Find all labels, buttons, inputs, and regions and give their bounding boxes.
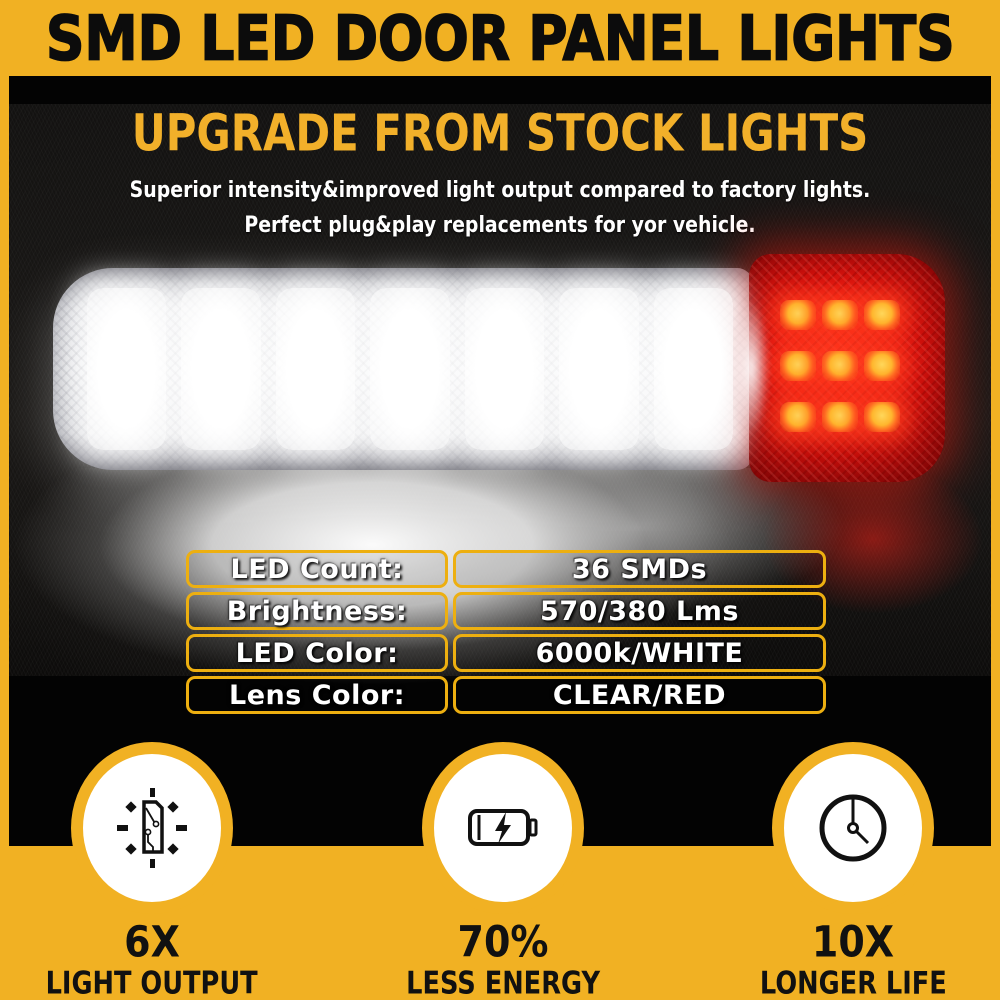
upgrade-heading: UPGRADE FROM STOCK LIGHTS bbox=[131, 103, 869, 163]
surface-glow bbox=[9, 468, 991, 764]
spec-led-count-value: 36 SMDs bbox=[453, 550, 826, 588]
red-led-dot bbox=[864, 300, 900, 331]
red-led-grid bbox=[777, 290, 903, 442]
red-led-dot bbox=[822, 350, 858, 381]
spec-brightness-label: Brightness: bbox=[186, 592, 448, 630]
feature-label: LIGHT OUTPUT bbox=[45, 965, 259, 1000]
led-segment bbox=[559, 288, 639, 450]
led-segment bbox=[464, 288, 545, 450]
feature-less-energy: 70% LESS ENERGY bbox=[343, 742, 663, 1000]
spec-led-color-value: 6000k/WHITE bbox=[453, 634, 826, 672]
led-segment bbox=[275, 288, 356, 450]
feature-label: LONGER LIFE bbox=[759, 965, 947, 1000]
feature-value: 6X bbox=[124, 917, 180, 967]
feature-label: LESS ENERGY bbox=[406, 965, 600, 1000]
white-lens-section bbox=[53, 268, 753, 470]
spec-table: LED Count: 36 SMDs Brightness: 570/380 L… bbox=[186, 550, 826, 714]
spec-led-count-label: LED Count: bbox=[186, 550, 448, 588]
led-segment bbox=[87, 288, 167, 450]
description: Superior intensity&improved light output… bbox=[88, 173, 913, 243]
spec-lens-color-label: Lens Color: bbox=[186, 676, 448, 714]
red-lens-section bbox=[749, 254, 945, 482]
feature-value: 10X bbox=[811, 917, 895, 967]
battery-icon bbox=[461, 786, 545, 870]
feature-medallion bbox=[422, 742, 584, 914]
lens-junction-glow bbox=[725, 274, 777, 462]
spec-lens-color-value: CLEAR/RED bbox=[453, 676, 826, 714]
header-band: SMD LED DOOR PANEL LIGHTS bbox=[0, 0, 1000, 76]
red-led-dot bbox=[780, 401, 816, 432]
feature-medallion bbox=[772, 742, 934, 914]
white-led-segments bbox=[87, 288, 733, 450]
red-led-dot bbox=[822, 401, 858, 432]
led-segment bbox=[370, 288, 450, 450]
led-light-icon bbox=[110, 786, 194, 870]
led-segment bbox=[181, 288, 261, 450]
led-segment bbox=[653, 288, 733, 450]
description-line-1: Superior intensity&improved light output… bbox=[129, 177, 871, 203]
red-led-dot bbox=[864, 401, 900, 432]
content-frame: UPGRADE FROM STOCK LIGHTS Superior inten… bbox=[9, 76, 991, 846]
spec-brightness-value: 570/380 Lms bbox=[453, 592, 826, 630]
feature-light-output: 6X LIGHT OUTPUT bbox=[0, 742, 312, 1000]
feature-medallion bbox=[71, 742, 233, 914]
clock-icon bbox=[811, 786, 895, 870]
red-led-dot bbox=[780, 350, 816, 381]
page-title: SMD LED DOOR PANEL LIGHTS bbox=[45, 1, 955, 74]
description-line-2: Perfect plug&play replacements for yor v… bbox=[244, 212, 756, 238]
red-led-dot bbox=[864, 350, 900, 381]
red-led-dot bbox=[780, 300, 816, 331]
red-led-dot bbox=[822, 300, 858, 331]
led-light-bar bbox=[53, 254, 945, 482]
spec-led-color-label: LED Color: bbox=[186, 634, 448, 672]
feature-longer-life: 10X LONGER LIFE bbox=[693, 742, 1000, 1000]
feature-value: 70% bbox=[457, 917, 549, 967]
